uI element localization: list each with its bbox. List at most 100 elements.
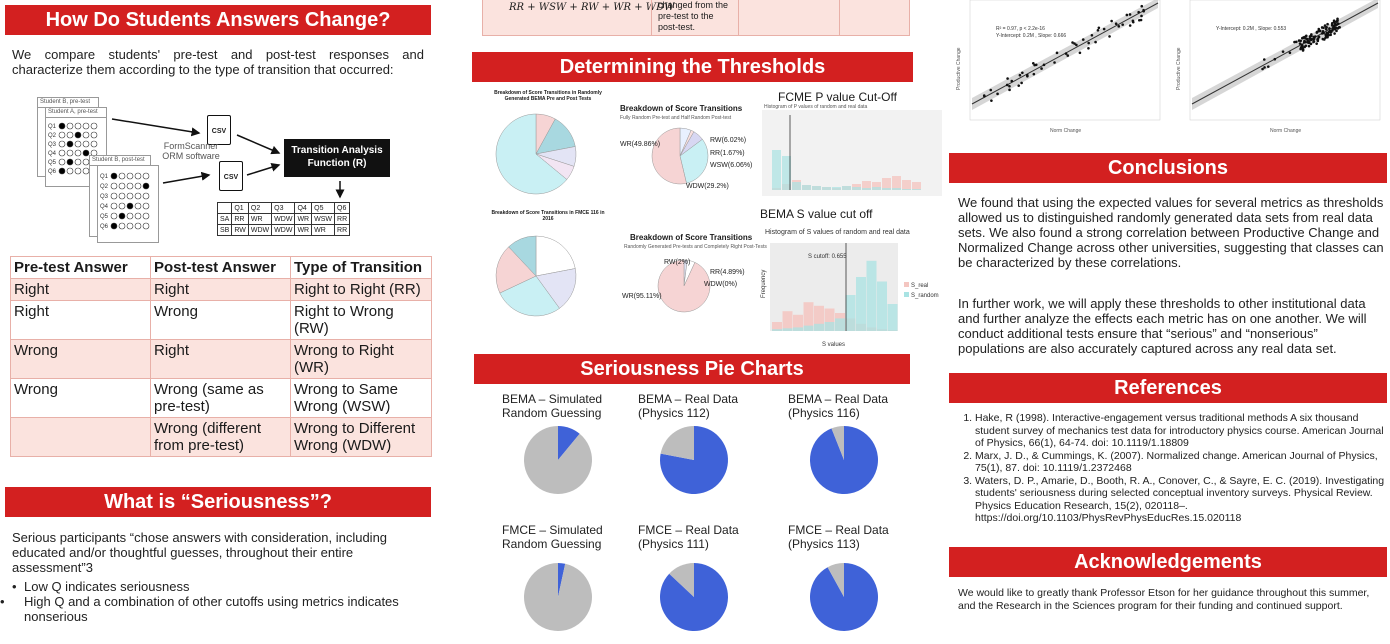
scatter-point [1073,42,1076,45]
conclusions-p1: We found that using the expected values … [958,195,1384,270]
stats-label: Y-Intercept: 0.2M , Slope: 0.666 [996,33,1066,39]
pie-slice [495,113,568,195]
histogram-bar [892,188,901,190]
scatter-point [1042,63,1046,67]
table-header: Pre-test Answer [10,256,151,279]
legend-label: S_real [911,283,928,289]
svg-text:Q5: Q5 [100,214,109,220]
histogram-bar [802,185,811,190]
table-cell: Wrong to Same Wrong (WSW) [290,378,432,418]
scatter-point [1261,67,1264,71]
histogram-bar [845,295,856,331]
scatter-point [1071,41,1074,44]
scatter-point [1075,43,1078,47]
scatter-plot-left: R² = 0.97, p < 2.2e-16Y-Intercept: 0.2M … [956,0,1161,134]
pie-slice [535,268,577,309]
scatter-point [1320,32,1324,35]
histogram-bar [824,308,835,331]
mini-table-cell: SA [216,213,233,225]
table-row: Right Right Right to Right (RR) [10,278,432,301]
pie-label: RR(4.89%) [710,269,745,276]
confidence-band [1192,0,1378,110]
scatter-point [1306,41,1309,44]
scatter-point [1128,13,1132,16]
regression-line [1191,2,1379,105]
histogram-bar [902,180,911,190]
histogram-bar [862,188,871,190]
scatter-point [1307,44,1311,48]
scatter-point [1125,13,1129,17]
mini-table-cell: WDW [271,213,296,225]
scatter-point [1026,74,1029,78]
scatter-point [1326,22,1329,26]
scatter-point [1096,28,1100,32]
mini-table-corner [216,202,233,214]
scatter-plot-right: Y-Intercept: 0.2M , Slope: 0.553 Norm Cha… [1176,0,1381,134]
histogram-bar [856,277,866,331]
pie-label: RW(6.02%) [710,137,746,144]
histogram-bar [902,189,911,190]
table-row: Right Wrong Right to Wrong (RW) [10,300,432,340]
scatter-point [1299,47,1302,51]
svg-text:Q5: Q5 [48,160,57,166]
scatter-point [1304,37,1308,40]
pie-label: WR(95.11%) [622,293,662,300]
table-cell: Wrong to Different Wrong (WDW) [290,417,432,457]
scatter-point [1330,22,1334,25]
scatter-point [1021,71,1024,75]
scatter-point [1322,38,1326,41]
pie-chart-label: BEMA – Real Data (Physics 112) [638,392,739,420]
seriousness-pie [660,426,728,494]
references-list: Hake, R (1998). Interactive-engagement v… [959,412,1387,525]
mini-table-cell: WDW [271,224,296,236]
scatter-point [1053,61,1056,64]
cutoff-label: S cutoff: 0.655 [808,254,847,260]
table-cell: Right [10,300,151,340]
scatter-point [1263,66,1266,69]
scatter-point [1081,38,1085,41]
scatter-point [1328,29,1332,33]
sheet-a-label: Student A, pre-test [46,108,106,118]
scatter-point [1090,34,1094,37]
scatter-point [1006,77,1009,80]
scatter-point [1032,72,1036,76]
histogram-bar [822,187,831,190]
table-row: Wrong (different from pre-test) Wrong to … [10,417,432,457]
reference-item: Marx, J. D., & Cummings, K. (2007). Norm… [975,450,1387,475]
pie-slice [657,259,711,313]
pie4-sub: Randomly Generated Pre-tests and Complet… [624,244,767,250]
histogram-bar [887,304,898,331]
scatter-point [1078,51,1082,55]
histogram-bar [814,323,824,331]
scatter-point [1333,27,1337,31]
answer-sheet-post: Q1 Q2 Q3 Q4 Q5 Q6 [97,165,159,243]
scatter-point [1140,4,1144,8]
mini-table-cell: RR [231,213,249,225]
scatter-point [989,88,993,92]
scatter-point [1298,42,1302,45]
scatter-point [1329,33,1332,37]
histogram-bar [772,322,782,331]
seriousness-pie [524,426,592,494]
pie-chart-label: BEMA – Real Data (Physics 116) [788,392,889,420]
seriousness-bullets: Low Q indicates seriousness High Q and a… [12,579,432,624]
scatter-point [1308,35,1312,38]
bema-sub: Histogram of S values of random and real… [765,229,910,236]
pie-slice [827,563,844,597]
references-section-title: References [949,373,1387,403]
scatter-point [1110,19,1113,23]
pie-slice [679,138,709,184]
table-cell: Right to Right (RR) [290,278,432,301]
histogram-bar [793,314,803,331]
seriousness-pie [810,563,878,631]
x-axis-label: Norm Change [1050,128,1081,134]
mini-table-header: Q3 [271,202,296,214]
scatter-point [1328,27,1331,30]
bubble-grid-a: Q1 Q2 Q3 Q4 Q5 Q6 [48,122,98,175]
scatter-point [1094,40,1097,44]
csv-label-1: CSV [211,128,227,135]
scatter-point [1316,38,1319,41]
transition-mini-table: Q1 Q2 Q3 Q4 Q5 Q6 SA RR WR WDW WR WSW RR SB RW WDW WDW WR… [216,202,351,236]
pie-slice [558,426,580,460]
seriousness-pie [660,563,728,631]
